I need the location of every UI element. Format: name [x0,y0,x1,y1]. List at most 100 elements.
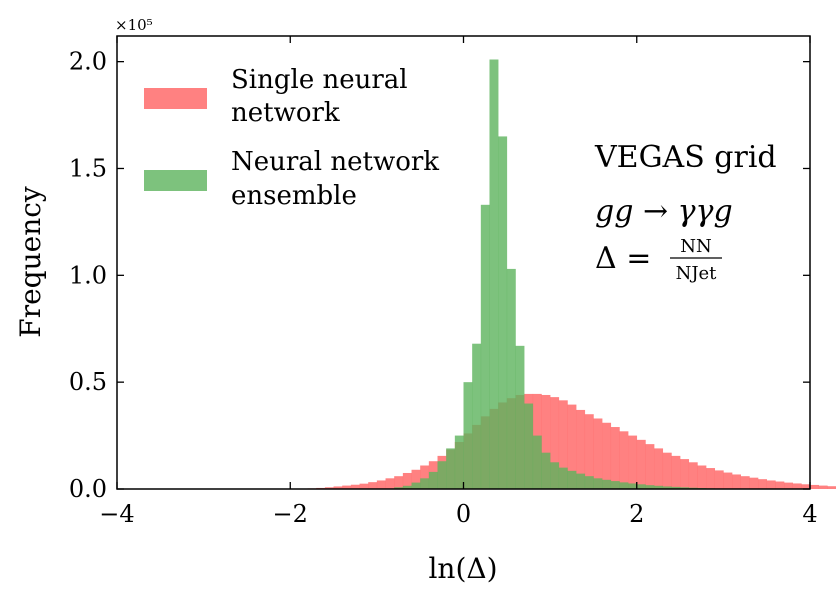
histogram-bar [662,486,672,489]
bars-neural-network-ensemble [394,59,733,489]
histogram-bar [558,467,568,489]
histogram-bar [324,487,334,489]
histogram-bar [662,452,672,489]
histogram-bar [801,484,811,489]
histogram-bar [532,435,542,489]
histogram-bar [376,480,386,489]
histogram-bar [411,469,421,489]
histogram-bar [394,487,404,489]
histogram-bar [359,483,369,489]
histogram-bar [749,477,759,489]
histogram-bar [550,397,560,489]
histogram-bar [740,476,750,489]
histogram-bar [654,485,664,489]
histogram-bar [758,479,767,489]
histogram-bar [714,470,724,489]
annotation-frac-numerator: NN [680,236,712,257]
y-tick-label: 0.0 [69,475,107,503]
histogram-bar [576,409,586,489]
histogram-bar [593,478,603,489]
histogram-bar [723,472,733,489]
histogram-bar [628,483,638,489]
histogram-bar [515,345,525,489]
histogram-bar [446,448,456,489]
histogram-bar [567,404,577,489]
histogram-bar [732,474,741,489]
histogram-bar [420,478,430,489]
histogram-bar [645,444,655,489]
histogram-bar [576,473,586,489]
histogram-bar [454,435,464,489]
histogram-bar [636,484,646,489]
histogram-bar [602,422,612,489]
histogram-bar [775,481,785,489]
histogram-bar [506,268,516,489]
histogram-bar [402,485,412,489]
histogram-bar [593,418,603,489]
histogram-bar [688,462,698,489]
histogram-bar [671,455,681,489]
x-tick-label: 4 [802,500,817,528]
legend-label-neural-network-ensemble-line2: ensemble [231,181,357,211]
histogram-bar [671,486,681,489]
x-tick-label: 2 [629,500,644,528]
histogram-bar [680,459,690,489]
x-tick-label: −2 [273,500,308,528]
histogram-bar [524,403,534,489]
annotation-block: VEGAS grid gg → γγg Δ = NN NJet [594,140,777,284]
x-tick-label: 0 [456,500,471,528]
histogram-bar [428,471,438,489]
legend-label-neural-network-ensemble-line1: Neural network [231,147,439,177]
y-tick-label: 1.0 [69,261,107,289]
histogram-bar [567,470,577,489]
histogram-bar [654,448,664,489]
histogram-bar [680,487,690,489]
histogram-bar [602,479,612,489]
histogram-bar [558,400,568,489]
histogram-bar [463,382,473,489]
histogram-bar [628,435,638,489]
y-tick-label: 1.5 [69,154,107,182]
histogram-bar [584,476,594,489]
histogram-bar [368,482,378,489]
histogram-bar [385,478,395,489]
histogram-bar [827,486,836,489]
histogram-bar [636,439,646,489]
histogram-bar [411,482,421,489]
histogram-bar [619,431,629,489]
histogram-bar [498,136,508,489]
histogram-bar [766,480,776,489]
histogram-bar [350,484,360,489]
histogram-bar [784,482,793,489]
histogram-bar [706,468,716,489]
histogram-bar [645,485,655,489]
histogram-bar [619,482,629,489]
x-axis-label: ln(Δ) [428,552,497,585]
histogram-bar [792,483,802,489]
legend-swatch-single-neural-network [144,88,207,109]
histogram-bar [584,414,594,489]
histogram-bar [333,486,343,489]
histogram-bar [489,59,499,489]
histogram-bar [437,461,447,489]
histogram-bar [541,452,551,489]
histogram-bar [394,476,404,489]
annotation-process: gg → γγg [595,194,733,229]
y-axis-multiplier: ×10⁵ [115,16,153,34]
histogram-bar [420,465,430,489]
histogram-bar [472,343,482,489]
histogram-bar [610,481,620,489]
histogram-bar [480,204,490,489]
y-tick-label: 0.5 [69,368,107,396]
x-tick-label: −4 [99,500,134,528]
y-tick-label: 2.0 [69,48,107,76]
legend: Single neural network Neural network ens… [144,65,439,211]
y-axis-ticks: 0.0 0.5 1.0 1.5 2.0 [69,48,810,503]
legend-label-single-neural-network-line1: Single neural [231,65,408,95]
legend-swatch-neural-network-ensemble [144,170,207,191]
annotation-frac-denominator: NJet [676,263,718,284]
histogram-bar [402,472,412,489]
histogram-bar [541,394,551,489]
histogram-bar [697,465,707,489]
